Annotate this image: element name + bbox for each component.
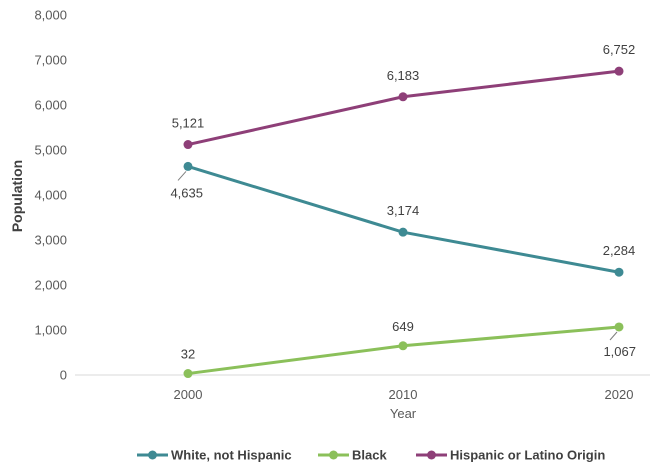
data-labels: 4,635 3,174 2,284 32 649 1,067 5,121 6,183 6,752 — [170, 42, 636, 361]
y-tick-label: 1,000 — [34, 323, 67, 338]
data-label: 5,121 — [172, 116, 205, 131]
y-tick-label: 0 — [60, 368, 67, 383]
data-point — [614, 322, 624, 332]
label-leader-line — [177, 171, 187, 181]
data-label: 6,752 — [603, 42, 636, 57]
y-axis-ticks: 0 1,000 2,000 3,000 4,000 5,000 6,000 7,000 8,00… — [34, 8, 67, 383]
data-point — [183, 140, 193, 150]
x-axis-ticks: 2000 2010 2020 — [174, 387, 634, 402]
x-tick-label: 2010 — [389, 387, 418, 402]
legend-label: White, not Hispanic — [171, 448, 292, 463]
x-tick-label: 2020 — [605, 387, 634, 402]
legend-label: Black — [352, 448, 387, 463]
series-line — [187, 164, 620, 274]
x-axis-title: Year — [390, 406, 417, 421]
x-tick-label: 2000 — [174, 387, 203, 402]
y-axis-title: Population — [9, 160, 25, 232]
series-line — [187, 325, 620, 376]
data-label: 649 — [392, 319, 414, 334]
data-point — [614, 267, 624, 277]
data-point — [398, 341, 408, 351]
legend-swatch-marker — [148, 450, 157, 460]
legend: White, not Hispanic Black Hispanic or Lati… — [137, 448, 605, 463]
data-label: 2,284 — [603, 243, 636, 258]
series-layer — [183, 66, 624, 379]
data-point — [398, 92, 408, 102]
legend-swatch-marker — [427, 450, 436, 460]
data-label: 3,174 — [387, 203, 420, 218]
y-tick-label: 2,000 — [34, 278, 67, 293]
data-label: 32 — [181, 347, 195, 362]
label-leader-line — [609, 331, 618, 341]
y-tick-label: 3,000 — [34, 233, 67, 248]
data-label: 6,183 — [387, 68, 420, 83]
y-tick-label: 5,000 — [34, 143, 67, 158]
y-tick-label: 8,000 — [34, 8, 67, 23]
legend-swatch-marker — [329, 450, 338, 460]
data-point — [398, 227, 408, 237]
y-tick-label: 6,000 — [34, 98, 67, 113]
y-tick-label: 4,000 — [34, 188, 67, 203]
data-point — [183, 369, 193, 379]
data-label: 4,635 — [170, 185, 203, 200]
data-point — [183, 161, 193, 171]
y-tick-label: 7,000 — [34, 53, 67, 68]
data-point — [614, 66, 624, 76]
legend-label: Hispanic or Latino Origin — [450, 448, 605, 463]
data-label: 1,067 — [603, 344, 636, 359]
